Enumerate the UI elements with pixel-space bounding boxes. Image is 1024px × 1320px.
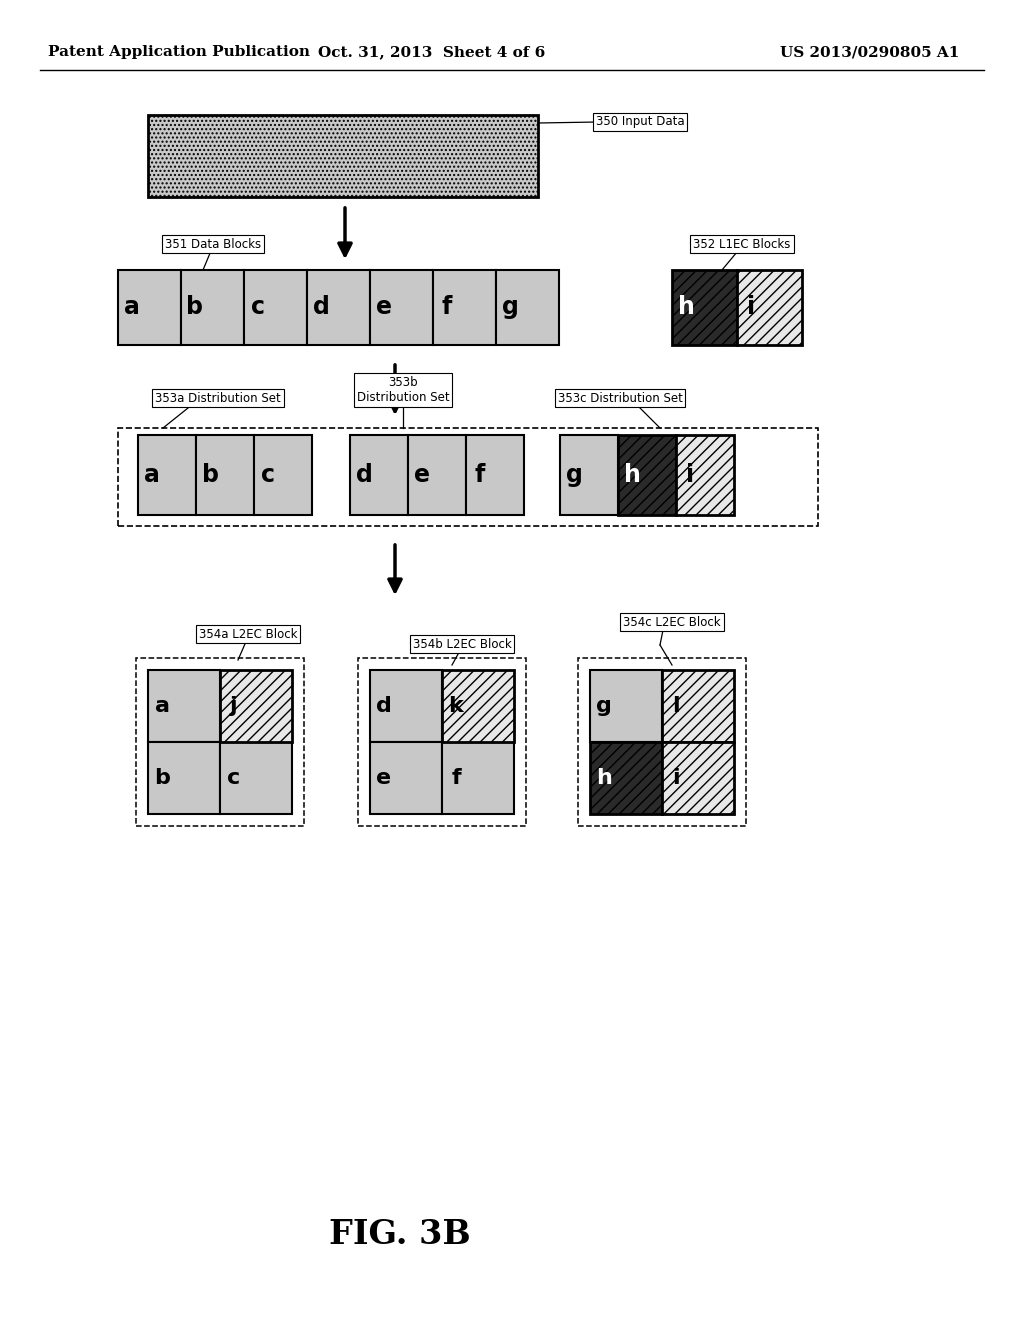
Text: j: j [230,696,238,715]
Bar [254,436,312,515]
Bar [350,436,408,515]
Text: b: b [202,463,218,487]
Text: c: c [227,768,241,788]
Bar [148,671,220,742]
Text: b: b [186,294,204,319]
Text: Oct. 31, 2013  Sheet 4 of 6: Oct. 31, 2013 Sheet 4 of 6 [318,45,546,59]
Bar [220,671,292,742]
Bar [737,271,802,345]
Bar [442,742,514,814]
Bar [662,671,734,742]
Bar [442,671,514,742]
Bar [148,742,220,814]
Bar [244,271,307,345]
Text: k: k [449,696,464,715]
Text: 353a Distribution Set: 353a Distribution Set [155,392,281,404]
Bar [433,271,496,345]
Bar [136,657,304,826]
Text: l: l [672,696,680,715]
Bar [408,436,466,515]
Bar [618,436,676,515]
Text: d: d [376,696,392,715]
Text: e: e [376,294,392,319]
Bar [590,742,662,814]
Text: 354b L2EC Block: 354b L2EC Block [413,638,511,651]
Text: a: a [155,696,170,715]
Bar [358,657,526,826]
Text: a: a [124,294,140,319]
Text: c: c [261,463,275,487]
Bar [662,742,734,814]
Bar [118,428,818,525]
Bar [560,436,618,515]
Bar [220,742,292,814]
Text: h: h [596,768,612,788]
Text: 353b
Distribution Set: 353b Distribution Set [356,376,450,404]
Bar [370,271,433,345]
Bar [148,115,538,197]
Bar [578,657,746,826]
Text: e: e [377,768,391,788]
Text: h: h [678,294,694,319]
Text: FIG. 3B: FIG. 3B [329,1218,471,1251]
Bar [370,742,442,814]
Text: i: i [672,768,680,788]
Text: 354c L2EC Block: 354c L2EC Block [624,615,721,628]
Text: g: g [502,294,518,319]
Text: i: i [746,294,755,319]
Text: 352 L1EC Blocks: 352 L1EC Blocks [693,238,791,251]
Text: 353c Distribution Set: 353c Distribution Set [557,392,682,404]
Text: g: g [596,696,612,715]
Bar [496,271,559,345]
Text: Patent Application Publication: Patent Application Publication [48,45,310,59]
Bar [466,436,524,515]
Text: US 2013/0290805 A1: US 2013/0290805 A1 [780,45,959,59]
Text: 354a L2EC Block: 354a L2EC Block [199,627,297,640]
Bar [370,671,442,742]
Bar [307,271,370,345]
Text: f: f [475,463,485,487]
Bar [196,436,254,515]
Text: b: b [154,768,170,788]
Text: i: i [686,463,694,487]
Text: d: d [312,294,330,319]
Text: g: g [565,463,583,487]
Text: e: e [414,463,430,487]
Bar [672,271,737,345]
Bar [676,436,734,515]
Text: a: a [144,463,160,487]
Bar [138,436,196,515]
Text: f: f [452,768,461,788]
Bar [118,271,181,345]
Text: d: d [355,463,373,487]
Bar [590,671,662,742]
Text: f: f [441,294,453,319]
Text: h: h [624,463,640,487]
Text: c: c [251,294,265,319]
Bar [181,271,244,345]
Text: 350 Input Data: 350 Input Data [596,116,684,128]
Text: 351 Data Blocks: 351 Data Blocks [165,238,261,251]
